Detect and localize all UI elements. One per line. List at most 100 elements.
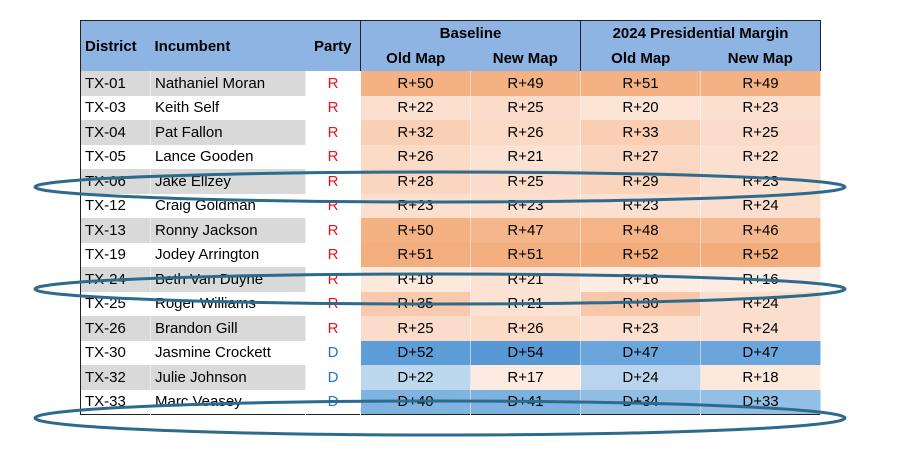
district-cell: TX-06 — [80, 169, 151, 194]
district-cell: TX-05 — [80, 144, 151, 169]
incumbent-cell: Marc Veasey — [150, 389, 306, 415]
table-body: TX-01 Nathaniel Moran R R+50 R+49 R+51 R+49 TX-… — [80, 71, 822, 415]
margin-cell: D+24 — [580, 365, 702, 390]
margin-cell: R+23 — [700, 169, 822, 194]
table-row: TX-30 Jasmine Crockett D D+52 D+54 D+47 D+47 — [80, 340, 822, 365]
margin-cell: R+23 — [580, 316, 702, 341]
district-table: District Incumbent Party Baseline 2024 P… — [80, 20, 822, 415]
incumbent-cell: Julie Johnson — [150, 365, 306, 390]
margin-cell: R+51 — [360, 242, 471, 267]
party-cell: R — [305, 169, 361, 194]
margin-cell: R+52 — [580, 242, 702, 267]
margin-cell: R+26 — [360, 144, 471, 169]
district-cell: TX-32 — [80, 365, 151, 390]
margin-cell: R+24 — [700, 193, 822, 218]
margin-cell: R+35 — [360, 291, 471, 316]
table-row: TX-04 Pat Fallon R R+32 R+26 R+33 R+25 — [80, 120, 822, 145]
margin-cell: R+22 — [360, 95, 471, 120]
sub-header: New Map — [470, 46, 581, 71]
table-header: District Incumbent Party Baseline 2024 P… — [80, 20, 821, 71]
margin-cell: D+40 — [360, 389, 471, 415]
sub-header: Old Map — [580, 46, 701, 71]
incumbent-cell: Jake Ellzey — [150, 169, 306, 194]
district-cell: TX-24 — [80, 267, 151, 292]
district-cell: TX-25 — [80, 291, 151, 316]
margin-cell: R+52 — [700, 242, 822, 267]
district-cell: TX-03 — [80, 95, 151, 120]
party-cell: D — [305, 340, 361, 365]
margin-cell: R+24 — [700, 291, 822, 316]
incumbent-cell: Roger Williams — [150, 291, 306, 316]
margin-cell: R+23 — [470, 193, 582, 218]
party-cell: R — [305, 291, 361, 316]
header-cell: Party — [305, 20, 361, 71]
table-row: TX-33 Marc Veasey D D+40 D+41 D+34 D+33 — [80, 389, 822, 415]
margin-cell: R+28 — [360, 169, 471, 194]
district-cell: TX-19 — [80, 242, 151, 267]
incumbent-cell: Ronny Jackson — [150, 218, 306, 243]
party-cell: R — [305, 71, 361, 96]
margin-cell: R+46 — [700, 218, 822, 243]
margin-cell: R+17 — [470, 365, 582, 390]
district-cell: TX-13 — [80, 218, 151, 243]
incumbent-cell: Brandon Gill — [150, 316, 306, 341]
margin-cell: R+32 — [360, 120, 471, 145]
incumbent-cell: Jodey Arrington — [150, 242, 306, 267]
district-cell: TX-30 — [80, 340, 151, 365]
margin-cell: R+49 — [700, 71, 822, 96]
group-header: 2024 Presidential Margin — [580, 20, 821, 46]
margin-cell: R+24 — [700, 316, 822, 341]
margin-cell: R+49 — [470, 71, 582, 96]
party-cell: R — [305, 267, 361, 292]
party-cell: D — [305, 389, 361, 415]
incumbent-cell: Lance Gooden — [150, 144, 306, 169]
table-row: TX-32 Julie Johnson D D+22 R+17 D+24 R+18 — [80, 365, 822, 390]
margin-cell: R+36 — [580, 291, 702, 316]
margin-cell: R+18 — [700, 365, 822, 390]
margin-cell: D+54 — [470, 340, 582, 365]
table-row: TX-13 Ronny Jackson R R+50 R+47 R+48 R+46 — [80, 218, 822, 243]
margin-cell: R+50 — [360, 71, 471, 96]
margin-cell: R+33 — [580, 120, 702, 145]
incumbent-cell: Jasmine Crockett — [150, 340, 306, 365]
margin-cell: D+52 — [360, 340, 471, 365]
margin-cell: R+26 — [470, 316, 582, 341]
sub-header: New Map — [700, 46, 821, 71]
margin-cell: D+22 — [360, 365, 471, 390]
margin-cell: R+25 — [470, 95, 582, 120]
district-cell: TX-01 — [80, 71, 151, 96]
header-cell: Incumbent — [150, 20, 306, 71]
margin-cell: R+21 — [470, 144, 582, 169]
incumbent-cell: Keith Self — [150, 95, 306, 120]
margin-cell: R+50 — [360, 218, 471, 243]
margin-cell: R+23 — [580, 193, 702, 218]
table-row: TX-12 Craig Goldman R R+23 R+23 R+23 R+24 — [80, 193, 822, 218]
district-cell: TX-12 — [80, 193, 151, 218]
table-row: TX-05 Lance Gooden R R+26 R+21 R+27 R+22 — [80, 144, 822, 169]
margin-cell: R+51 — [470, 242, 582, 267]
party-cell: R — [305, 144, 361, 169]
party-cell: R — [305, 95, 361, 120]
incumbent-cell: Nathaniel Moran — [150, 71, 306, 96]
table-row: TX-24 Beth Van Duyne R R+18 R+21 R+16 R+16 — [80, 267, 822, 292]
margin-cell: D+41 — [470, 389, 582, 415]
margin-cell: R+21 — [470, 267, 582, 292]
incumbent-cell: Beth Van Duyne — [150, 267, 306, 292]
margin-cell: D+34 — [580, 389, 702, 415]
margin-cell: R+27 — [580, 144, 702, 169]
margin-cell: R+16 — [580, 267, 702, 292]
table-row: TX-19 Jodey Arrington R R+51 R+51 R+52 R+52 — [80, 242, 822, 267]
margin-cell: R+23 — [700, 95, 822, 120]
incumbent-cell: Pat Fallon — [150, 120, 306, 145]
table-row: TX-06 Jake Ellzey R R+28 R+25 R+29 R+23 — [80, 169, 822, 194]
sub-header: Old Map — [360, 46, 471, 71]
margin-cell: R+29 — [580, 169, 702, 194]
margin-cell: R+25 — [700, 120, 822, 145]
margin-cell: R+22 — [700, 144, 822, 169]
party-cell: D — [305, 365, 361, 390]
district-cell: TX-04 — [80, 120, 151, 145]
margin-cell: R+26 — [470, 120, 582, 145]
margin-cell: R+47 — [470, 218, 582, 243]
district-cell: TX-26 — [80, 316, 151, 341]
group-header: Baseline — [359, 20, 581, 46]
